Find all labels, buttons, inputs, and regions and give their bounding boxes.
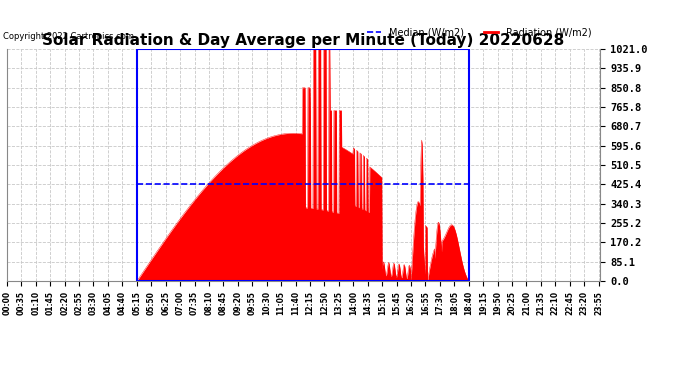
Title: Solar Radiation & Day Average per Minute (Today) 20220628: Solar Radiation & Day Average per Minute…: [43, 33, 564, 48]
Text: Copyright 2022 Cartronics.com: Copyright 2022 Cartronics.com: [3, 32, 135, 41]
Bar: [137, 49, 469, 281]
Legend: Median (W/m2), Radiation (W/m2): Median (W/m2), Radiation (W/m2): [363, 23, 595, 41]
